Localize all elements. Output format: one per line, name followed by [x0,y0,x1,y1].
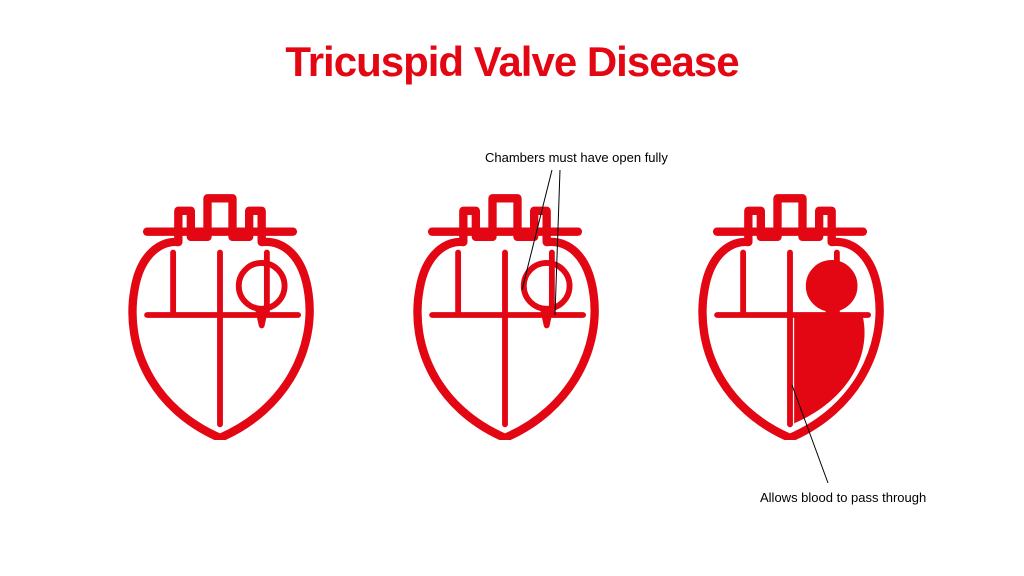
heart-icon [400,190,610,440]
page-title: Tricuspid Valve Disease [0,38,1024,86]
annotation-leader-1-2 [553,168,562,317]
annotation-leader-2-1 [790,383,830,485]
annotation-leader-1-1 [520,168,554,292]
heart-diagram-2 [400,190,610,445]
annotation-label-2: Allows blood to pass through [760,490,926,505]
heart-diagram-1 [115,190,325,445]
heart-icon [115,190,325,440]
annotation-label-1: Chambers must have open fully [485,150,668,165]
